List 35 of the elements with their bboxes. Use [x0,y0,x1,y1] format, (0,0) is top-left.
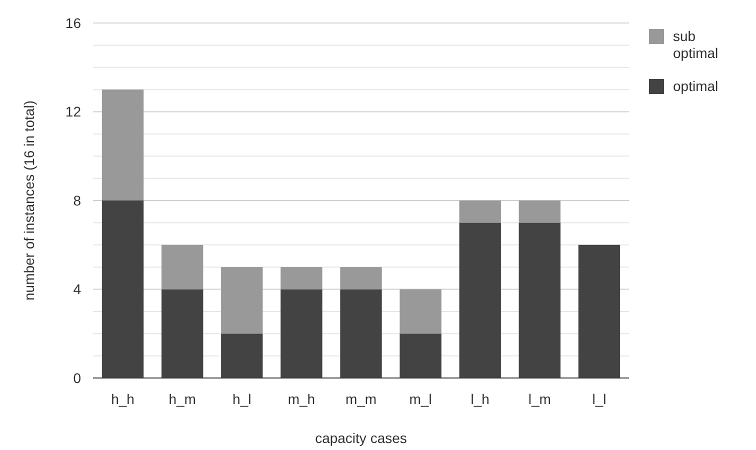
x-tick-label: h_l [232,391,252,407]
y-axis-title: number of instances (16 in total) [21,100,37,300]
bar [340,267,382,290]
bar [459,222,501,378]
bar [280,289,322,378]
bar [400,334,442,378]
x-axis-title: capacity cases [315,430,407,446]
y-tick-label: 8 [73,192,82,208]
x-tick-label: l_m [528,391,551,407]
bar [161,289,204,378]
legend-label: sub optimal [673,28,718,61]
x-tick-label: l_l [592,391,606,407]
y-tick-label: 0 [73,370,82,386]
y-tick-label: 12 [65,104,82,120]
y-tick-label: 4 [73,281,82,298]
x-tick-label: l_h [470,391,490,407]
y-tick-label: 16 [65,14,82,31]
bar [340,289,382,378]
bar [518,222,561,378]
bar [102,90,144,200]
bar [221,267,263,334]
x-tick-label: h_h [111,391,134,407]
bar [400,289,442,334]
bar [518,200,561,223]
bar [221,334,263,378]
bar [578,244,620,378]
bar [102,200,144,378]
x-tick-label: m_l [409,391,432,407]
x-tick-label: h_m [168,391,196,407]
x-tick-label: m_h [288,391,316,407]
bar [161,244,204,290]
bar [459,200,501,223]
x-tick-label: m_m [345,391,377,407]
legend-label: optimal [673,78,718,94]
bar [280,267,322,290]
